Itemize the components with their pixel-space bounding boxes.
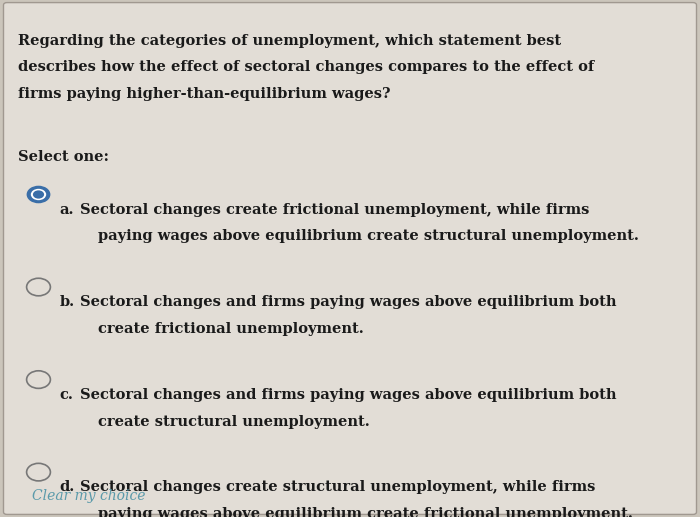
Text: Regarding the categories of unemployment, which statement best: Regarding the categories of unemployment… xyxy=(18,34,561,48)
Text: paying wages above equilibrium create frictional unemployment.: paying wages above equilibrium create fr… xyxy=(98,507,633,517)
Text: b.: b. xyxy=(60,295,75,309)
Text: d.: d. xyxy=(60,480,75,494)
Text: describes how the effect of sectoral changes compares to the effect of: describes how the effect of sectoral cha… xyxy=(18,60,594,74)
Text: a.: a. xyxy=(60,203,74,217)
Text: create frictional unemployment.: create frictional unemployment. xyxy=(98,322,364,336)
Text: firms paying higher-than-equilibrium wages?: firms paying higher-than-equilibrium wag… xyxy=(18,87,390,101)
Text: create structural unemployment.: create structural unemployment. xyxy=(98,415,370,429)
Text: c.: c. xyxy=(60,388,74,402)
Text: Sectoral changes and firms paying wages above equilibrium both: Sectoral changes and firms paying wages … xyxy=(80,388,617,402)
Circle shape xyxy=(27,371,50,388)
Text: Select one:: Select one: xyxy=(18,150,108,164)
Text: paying wages above equilibrium create structural unemployment.: paying wages above equilibrium create st… xyxy=(98,230,639,244)
Text: Sectoral changes create frictional unemployment, while firms: Sectoral changes create frictional unemp… xyxy=(80,203,590,217)
Circle shape xyxy=(27,463,50,481)
Circle shape xyxy=(33,190,44,199)
FancyBboxPatch shape xyxy=(4,3,696,514)
Circle shape xyxy=(31,189,46,200)
Text: Clear my choice: Clear my choice xyxy=(32,489,145,503)
Circle shape xyxy=(27,278,50,296)
Text: Sectoral changes and firms paying wages above equilibrium both: Sectoral changes and firms paying wages … xyxy=(80,295,617,309)
Circle shape xyxy=(27,186,50,203)
Text: Sectoral changes create structural unemployment, while firms: Sectoral changes create structural unemp… xyxy=(80,480,596,494)
